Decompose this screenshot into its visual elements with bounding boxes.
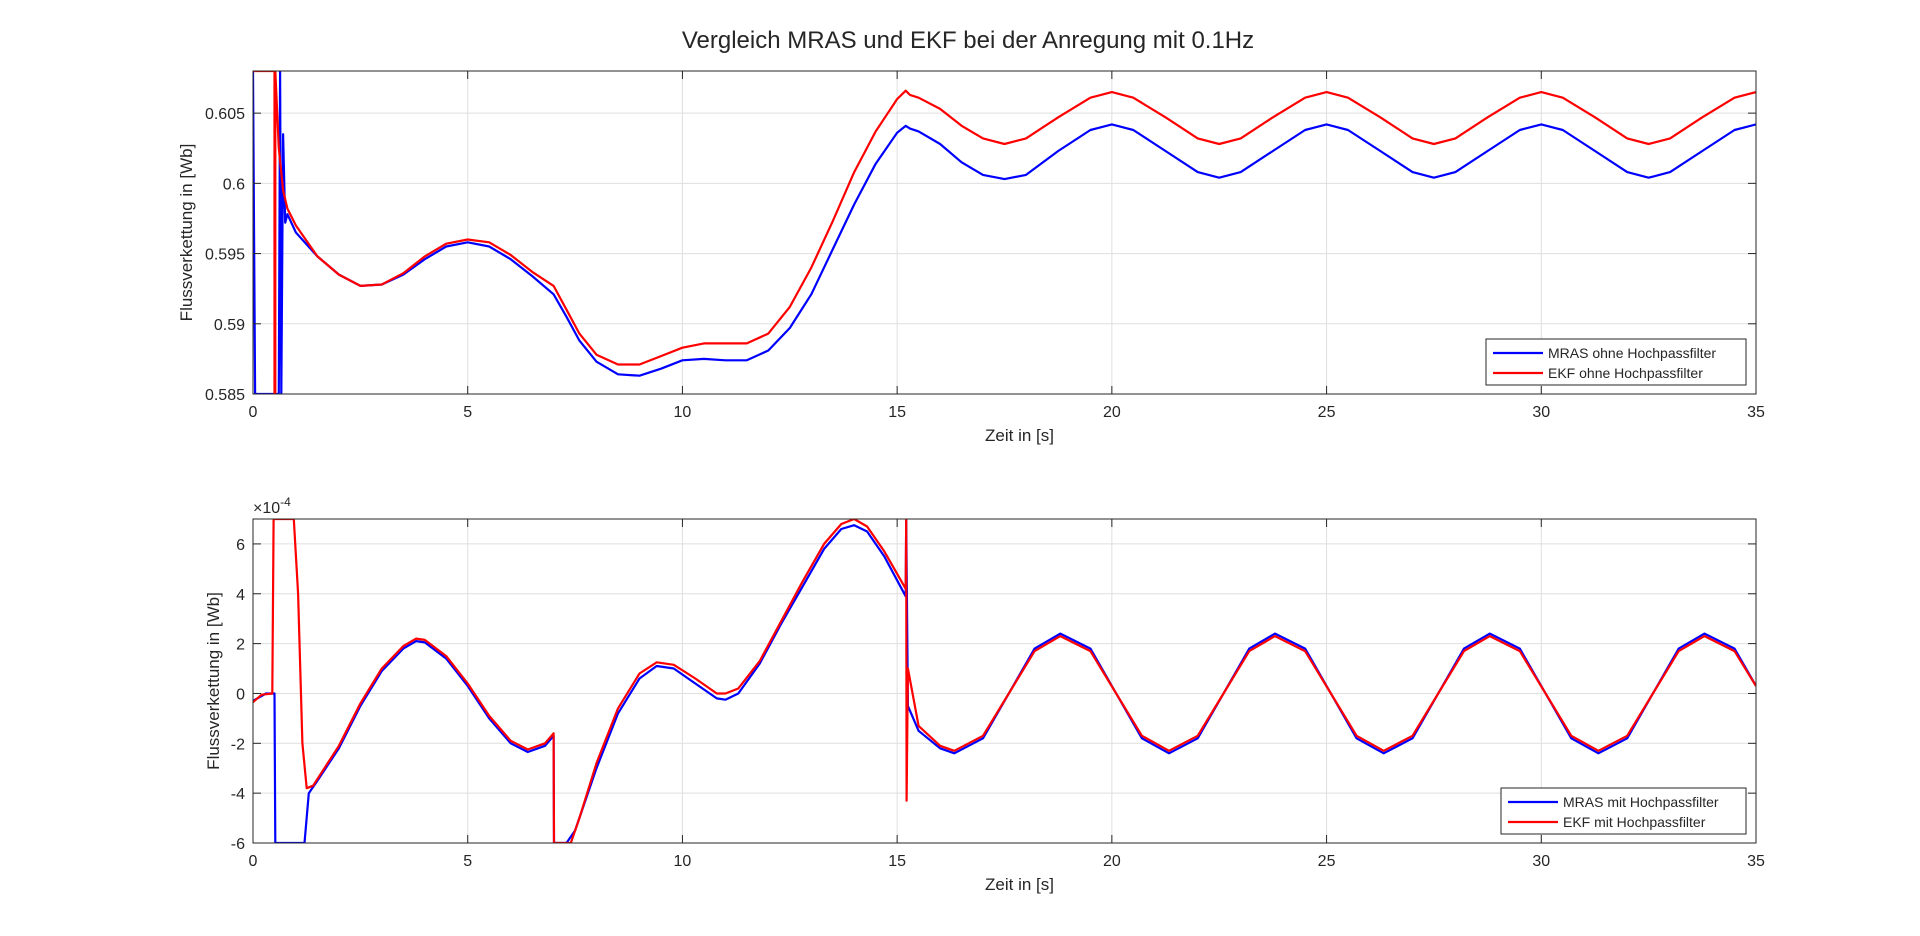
x-tick-label: 30 xyxy=(1532,853,1550,870)
y-exponent-base: ×10 xyxy=(253,500,280,517)
x-tick-label: 10 xyxy=(674,853,692,870)
legend-entry: MRAS mit Hochpassfilter xyxy=(1563,794,1719,810)
x-tick-label: 0 xyxy=(249,404,258,421)
y-exponent-power: -4 xyxy=(280,495,291,509)
x-tick-label: 20 xyxy=(1103,404,1121,421)
series-group xyxy=(253,519,1756,843)
y-axis-label: Flussverkettung in [Wb] xyxy=(177,144,196,322)
x-tick-label: 30 xyxy=(1532,404,1550,421)
axes-box xyxy=(252,70,1757,395)
bottom-axes: 0 5 10 15 20 25 30 35 -6 -4 -2 0 2 4 6 Zeit in [s] Fluss… xyxy=(204,495,1765,894)
x-tick-label: 0 xyxy=(249,853,258,870)
figure-title: Vergleich MRAS und EKF bei der Anregung … xyxy=(682,27,1254,54)
series-line-ekf xyxy=(253,519,1756,843)
y-tick-label: 0.59 xyxy=(214,317,245,334)
x-tick-label: 35 xyxy=(1747,404,1765,421)
legend: MRAS mit Hochpassfilter EKF mit Hochpassf… xyxy=(1500,787,1747,835)
legend-box xyxy=(1500,787,1747,835)
y-tick-label: 0.6 xyxy=(223,176,245,193)
x-tick-label: 10 xyxy=(674,404,692,421)
y-tick-label: -4 xyxy=(231,786,245,803)
series-group xyxy=(253,71,1756,394)
series-line-ekf xyxy=(253,71,1756,394)
legend-entry: EKF ohne Hochpassfilter xyxy=(1548,365,1703,381)
x-tick-label: 35 xyxy=(1747,853,1765,870)
legend-box xyxy=(1485,338,1747,386)
x-axis-label: Zeit in [s] xyxy=(985,426,1054,445)
legend: MRAS ohne Hochpassfilter EKF ohne Hochpas… xyxy=(1485,338,1747,386)
y-tick-label: 0.595 xyxy=(205,247,245,264)
y-tick-label: -6 xyxy=(231,836,245,853)
y-tick-label: 0 xyxy=(236,686,245,703)
x-tick-label: 20 xyxy=(1103,853,1121,870)
x-tick-label: 5 xyxy=(463,853,472,870)
y-tick-label: 0.585 xyxy=(205,387,245,404)
axes-box xyxy=(252,518,1757,844)
x-tick-label: 5 xyxy=(463,404,472,421)
y-axis-label: Flussverkettung in [Wb] xyxy=(204,592,223,770)
x-tick-label: 25 xyxy=(1318,404,1336,421)
x-tick-label: 15 xyxy=(888,404,906,421)
y-tick-label: 0.605 xyxy=(205,106,245,123)
y-tick-label: 2 xyxy=(236,637,245,654)
legend-entry: EKF mit Hochpassfilter xyxy=(1563,814,1706,830)
x-tick-label: 25 xyxy=(1318,853,1336,870)
y-tick-label: -2 xyxy=(231,736,245,753)
top-axes: 0 5 10 15 20 25 30 35 0.585 0.59 0.595 0.6 0.605 Zeit… xyxy=(177,70,1765,445)
y-tick-label: 4 xyxy=(236,587,245,604)
x-tick-label: 15 xyxy=(888,853,906,870)
x-axis-label: Zeit in [s] xyxy=(985,875,1054,894)
y-exponent-label: ×10-4 xyxy=(253,495,291,517)
y-tick-label: 6 xyxy=(236,537,245,554)
legend-entry: MRAS ohne Hochpassfilter xyxy=(1548,345,1716,361)
